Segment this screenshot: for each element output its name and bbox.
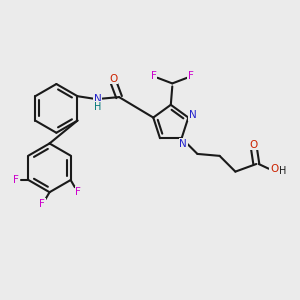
Text: O: O	[270, 164, 278, 174]
Text: N: N	[189, 110, 197, 120]
Text: O: O	[110, 74, 118, 84]
Text: O: O	[250, 140, 258, 150]
Text: F: F	[13, 175, 19, 185]
Text: H: H	[279, 166, 287, 176]
Text: H: H	[94, 102, 101, 112]
Text: F: F	[151, 71, 157, 81]
Text: N: N	[94, 94, 102, 103]
Text: F: F	[75, 187, 81, 197]
Text: N: N	[179, 139, 187, 148]
Text: F: F	[39, 199, 45, 209]
Text: F: F	[188, 71, 194, 81]
